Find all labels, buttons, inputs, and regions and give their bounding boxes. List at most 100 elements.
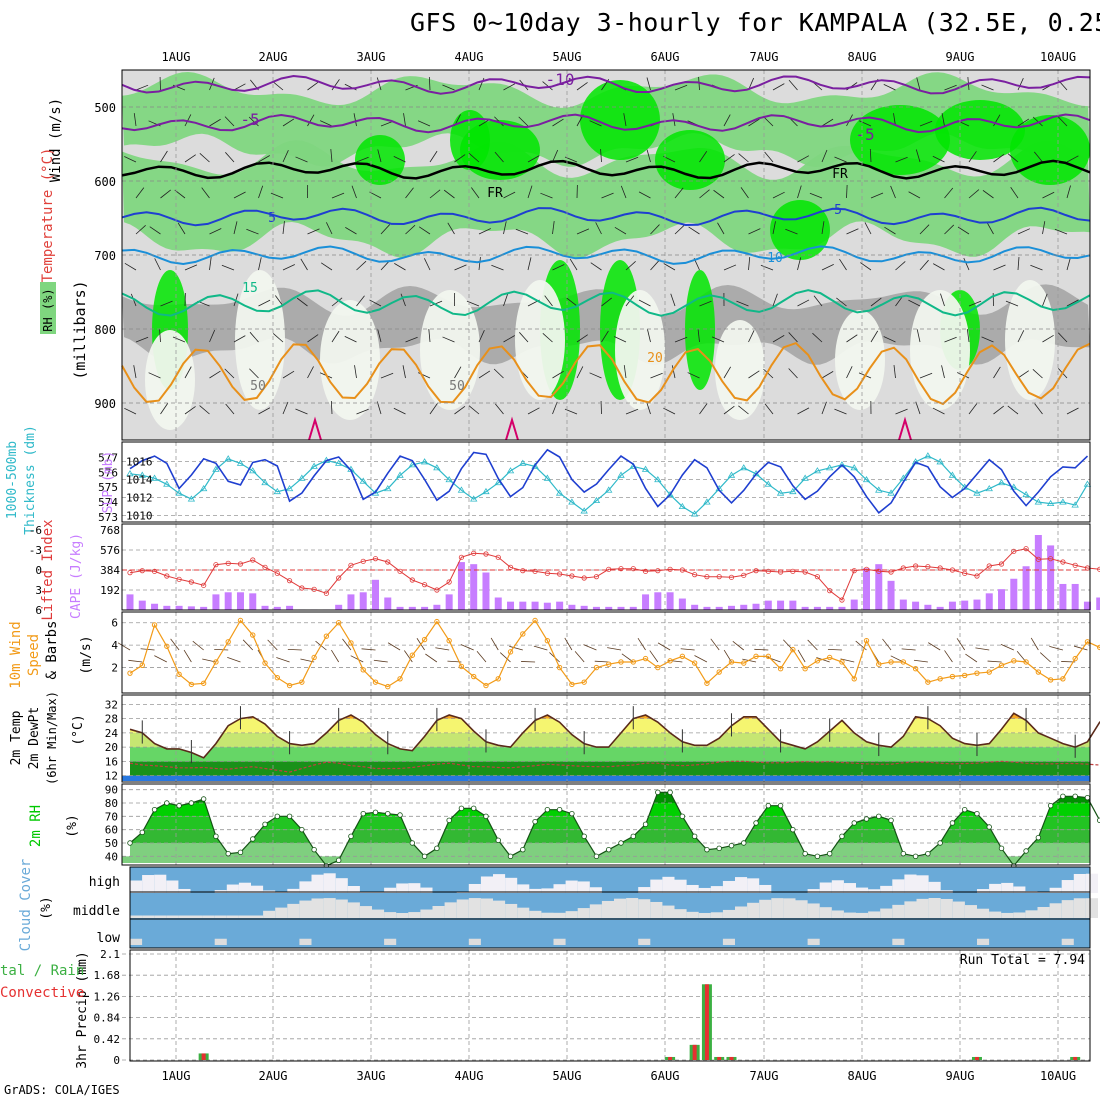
wind10-marker-53 bbox=[777, 665, 784, 672]
wind10-marker-62 bbox=[888, 659, 894, 665]
lifted-marker-68 bbox=[962, 570, 968, 576]
wind10-frame bbox=[121, 611, 1091, 694]
li-tick-2: 0 bbox=[35, 564, 42, 577]
wind-barb-43 bbox=[233, 191, 246, 199]
wind10-barb-9 bbox=[227, 657, 241, 663]
lifted-marker-76 bbox=[1060, 559, 1066, 565]
rh2m-marker-10 bbox=[250, 836, 256, 842]
cape-bar-65 bbox=[924, 604, 932, 610]
rh2m-marker-4 bbox=[176, 802, 182, 809]
cape-bar-0 bbox=[126, 594, 134, 610]
wind-barb-332 bbox=[932, 155, 945, 163]
thickness-marker-50 bbox=[740, 464, 748, 471]
cloud-high-61 bbox=[868, 889, 881, 893]
wind-barb-241 bbox=[723, 114, 731, 127]
wind-barb-210 bbox=[646, 77, 651, 91]
thickness-marker-75 bbox=[1046, 499, 1055, 507]
wind-barb-317 bbox=[883, 336, 896, 343]
cloud-mid-42 bbox=[638, 899, 651, 918]
wind-barb-54 bbox=[246, 228, 259, 235]
wind-barb-156 bbox=[503, 293, 509, 307]
wind-barb-304 bbox=[864, 222, 872, 235]
cloud-high-60 bbox=[856, 887, 869, 893]
wind10-barb-47 bbox=[694, 655, 708, 663]
li-tick-1: -3 bbox=[29, 544, 42, 557]
wind-barb-378 bbox=[1032, 368, 1043, 379]
rh2m-units: (%) bbox=[65, 814, 80, 837]
contour-label-2: -5 bbox=[855, 125, 874, 144]
rh2m-marker-62 bbox=[888, 817, 894, 824]
thickness-marker-29 bbox=[482, 487, 490, 495]
wind-barb-185 bbox=[569, 258, 578, 271]
cloud-mid-1 bbox=[142, 915, 155, 918]
cape-bar-26 bbox=[445, 594, 453, 610]
cloud-high-73 bbox=[1013, 886, 1026, 893]
thickness-marker-17 bbox=[334, 459, 343, 466]
wind10-barb-3 bbox=[154, 655, 168, 663]
cloud-high-70 bbox=[977, 889, 990, 893]
cloud-mid-11 bbox=[263, 910, 276, 918]
lifted-marker-0 bbox=[127, 570, 133, 576]
wind-barb-266 bbox=[772, 293, 778, 307]
wind-barb-130 bbox=[442, 84, 455, 91]
wind10-label-c: & Barbs bbox=[44, 620, 60, 679]
cloud-high-47 bbox=[698, 887, 711, 893]
cloud-mid-51 bbox=[747, 902, 760, 918]
thickness-marker-19 bbox=[359, 477, 367, 484]
wind10-marker-37 bbox=[581, 679, 587, 685]
wind10-barb-4 bbox=[170, 638, 180, 651]
cape-bar-35 bbox=[556, 601, 564, 610]
cloud-mid-12 bbox=[275, 907, 288, 918]
wind-barb-5 bbox=[124, 262, 137, 271]
lifted-marker-40 bbox=[618, 566, 624, 572]
cloud-mid-35 bbox=[553, 912, 566, 918]
rh-legend-swatch bbox=[40, 282, 56, 334]
cape-bar-3 bbox=[163, 605, 171, 610]
cape-bar-49 bbox=[727, 605, 735, 610]
temp-units: (°C) bbox=[71, 714, 86, 745]
wind-legend: Wind (m/s) bbox=[48, 98, 64, 182]
wind-barb-367 bbox=[1017, 330, 1025, 343]
wind10-barb-50 bbox=[732, 640, 744, 651]
rh2m-marker-25 bbox=[434, 845, 440, 852]
cloud-low-63 bbox=[892, 938, 905, 945]
lifted-marker-64 bbox=[912, 563, 919, 569]
wind-barb-381 bbox=[1057, 116, 1068, 127]
rh2m-marker-9 bbox=[237, 849, 244, 856]
rh2m-marker-17 bbox=[335, 857, 342, 864]
wind-barb-143 bbox=[471, 187, 480, 199]
wind10-barb-39 bbox=[594, 660, 609, 663]
cape-bar-30 bbox=[494, 597, 502, 610]
rh-dry-8 bbox=[910, 290, 970, 410]
cloud-low-56 bbox=[807, 938, 820, 945]
cloud-mid-29 bbox=[480, 898, 493, 918]
wind-barb-215 bbox=[650, 260, 660, 271]
li-tick-4: 6 bbox=[35, 604, 42, 617]
lifted-marker-66 bbox=[937, 565, 943, 571]
wind10-marker-28 bbox=[471, 673, 477, 680]
wind-barb-224 bbox=[674, 224, 685, 235]
wind-barb-2 bbox=[124, 156, 137, 163]
thickness-label-b: Thickness (dm) bbox=[23, 425, 38, 535]
wind-barb-174 bbox=[552, 221, 555, 235]
wind-barb-7 bbox=[135, 336, 149, 343]
precip-tick-3: 1.26 bbox=[94, 990, 121, 1003]
rh-band-3 bbox=[130, 803, 1090, 817]
rh2m-marker-39 bbox=[606, 846, 612, 853]
wind-barb-12 bbox=[160, 150, 168, 163]
cloud-mid-56 bbox=[807, 903, 820, 918]
wind-barb-25 bbox=[184, 264, 198, 271]
cloud-high-52 bbox=[759, 884, 772, 893]
wind-barb-364 bbox=[1017, 228, 1031, 235]
lifted-marker-53 bbox=[777, 569, 784, 575]
rh2m-marker-50 bbox=[741, 840, 747, 846]
rh2m-marker-29 bbox=[483, 813, 489, 820]
wind-barb-299 bbox=[834, 408, 847, 415]
wind-barb-282 bbox=[821, 149, 828, 163]
wind-barb-213 bbox=[638, 191, 651, 199]
cloud-low-7 bbox=[214, 938, 227, 945]
wind-barb-63 bbox=[270, 192, 284, 199]
lifted-marker-38 bbox=[593, 574, 600, 580]
wind-barb-195 bbox=[590, 262, 602, 271]
cloud-mid-3 bbox=[166, 915, 179, 918]
